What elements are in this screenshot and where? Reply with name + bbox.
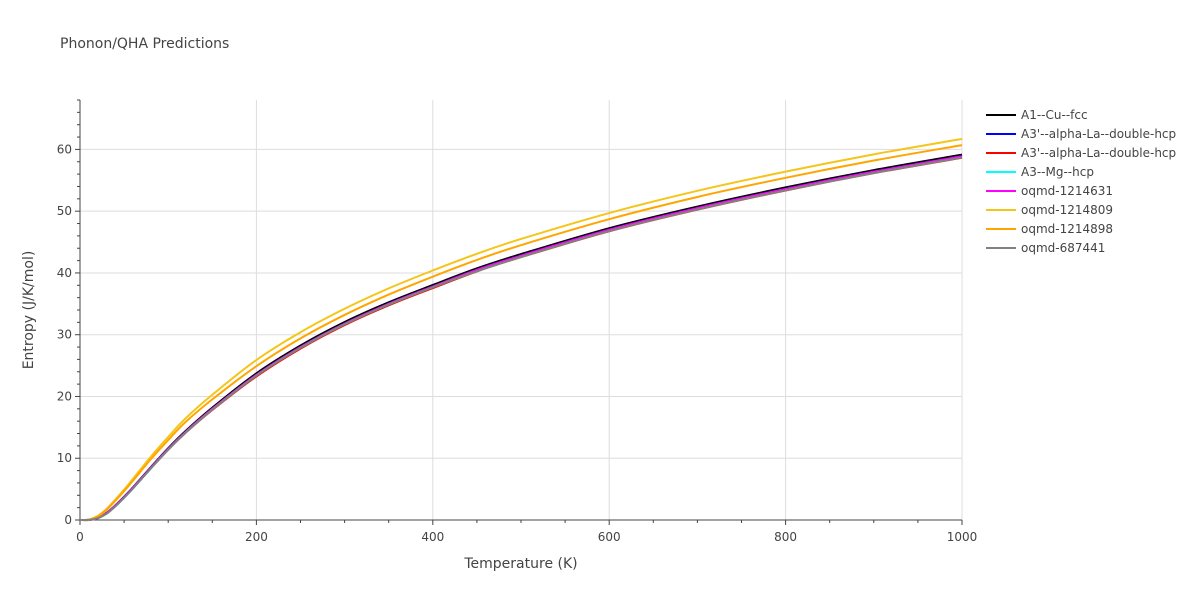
series-layer: [79, 137, 963, 522]
y-axis-title: Entropy (J/K/mol): [21, 251, 37, 370]
x-tick-label: 0: [76, 530, 84, 544]
y-tick-label: 0: [64, 513, 72, 527]
y-tick-label: 30: [57, 328, 72, 342]
ticks: 0 200 400 600 800 1000 0 10 20 30 40 50 60: [57, 142, 978, 544]
x-tick-label: 800: [774, 530, 797, 544]
series-line-6-oqmd-1214898: [79, 144, 963, 522]
x-axis-title: Temperature (K): [463, 556, 577, 572]
y-tick-label: 50: [57, 204, 72, 218]
series-line-5-oqmd-1214809: [79, 137, 963, 521]
legend-label-0: A1--Cu--fcc: [1021, 108, 1088, 122]
x-tick-label: 400: [421, 530, 444, 544]
y-tick-label: 10: [57, 451, 72, 465]
y-tick-label: 60: [57, 142, 72, 156]
x-tick-label: 1000: [947, 530, 978, 544]
chart-title: Phonon/QHA Predictions: [60, 36, 230, 52]
series-line-7-oqmd-687441: [79, 156, 963, 522]
legend-label-7: oqmd-687441: [1021, 241, 1105, 255]
legend-label-2: A3'--alpha-La--double-hcp: [1021, 146, 1176, 160]
legend-label-5: oqmd-1214809: [1021, 203, 1113, 217]
y-tick-label: 40: [57, 266, 72, 280]
series-line-2-a3-alpha-la-double-hcp: [79, 156, 963, 522]
series-line-3-a3-mg-hcp: [79, 156, 963, 522]
x-tick-label: 600: [598, 530, 621, 544]
legend: A1--Cu--fcc A3'--alpha-La--double-hcp A3'-…: [986, 108, 1176, 255]
legend-label-6: oqmd-1214898: [1021, 222, 1113, 236]
legend-label-3: A3--Mg--hcp: [1021, 165, 1094, 179]
grid: [80, 100, 963, 520]
y-tick-label: 20: [57, 389, 72, 403]
x-tick-label: 200: [245, 530, 268, 544]
axes: [75, 99, 963, 525]
legend-label-4: oqmd-1214631: [1021, 184, 1113, 198]
series-line-0-a1-cu-fcc: [79, 153, 963, 522]
legend-label-1: A3'--alpha-La--double-hcp: [1021, 127, 1176, 141]
